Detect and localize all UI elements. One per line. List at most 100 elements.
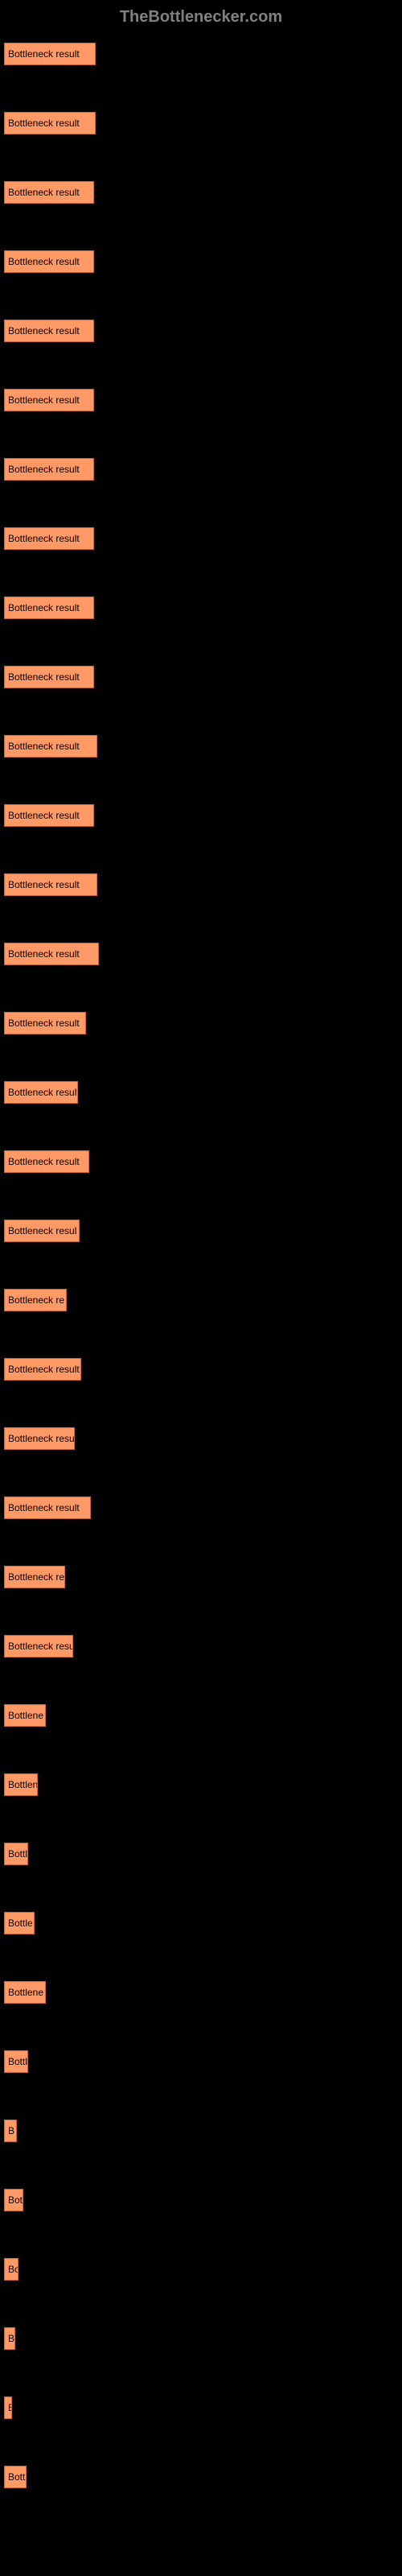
bar-row: Bottleneck result — [4, 804, 398, 827]
bar-row: Bottleneck result — [4, 1150, 398, 1173]
bar: Bottleneck resul — [4, 1220, 80, 1242]
bar-row: Bottleneck result — [4, 181, 398, 204]
bar: Bottlen — [4, 1773, 38, 1796]
bar-label: Bottleneck result — [8, 325, 80, 336]
bar-row: Bottleneck result — [4, 458, 398, 481]
bar-label: Bottleneck result — [8, 464, 80, 475]
bar: B — [4, 2327, 15, 2350]
bar-label: Bottleneck result — [8, 187, 80, 198]
bar-label: Bottleneck resul — [8, 1225, 76, 1236]
bar-label: Bottleneck result — [8, 1087, 78, 1098]
bar: Bottleneck resu — [4, 1635, 73, 1657]
bar-row: Bottleneck result — [4, 1358, 398, 1381]
bar: Bottleneck result — [4, 1496, 91, 1519]
bar-row: B — [4, 2327, 398, 2350]
bar-row: Bottleneck result — [4, 320, 398, 342]
bar: B — [4, 2396, 12, 2419]
bar: Bottleneck re — [4, 1566, 65, 1588]
bar: Bottleneck result — [4, 320, 94, 342]
bar-row: Bottleneck re — [4, 1566, 398, 1588]
bar-label: Bottleneck result — [8, 1364, 80, 1375]
bar: Bottleneck result — [4, 389, 94, 411]
bar-row: Bottle — [4, 1912, 398, 1934]
bar: Bottl — [4, 2050, 28, 2073]
bar-label: Bottleneck result — [8, 671, 80, 683]
bar-label: B — [8, 2125, 14, 2136]
bar-label: B — [8, 2333, 14, 2344]
bar: Bottlene — [4, 1704, 46, 1727]
bar-row: Bottleneck result — [4, 597, 398, 619]
site-header: TheBottlenecker.com — [0, 8, 402, 27]
bar-label: Bottleneck result — [8, 533, 80, 544]
bar-row: Bottleneck result — [4, 735, 398, 758]
bar-label: Bottleneck result — [8, 1018, 80, 1029]
bar-row: Bottleneck re — [4, 1289, 398, 1311]
bar-row: Bottlen — [4, 1773, 398, 1796]
bar-row: Bottlene — [4, 1981, 398, 2004]
bar-label: Bottleneck result — [8, 1502, 80, 1513]
bar-label: Bottlene — [8, 1710, 43, 1721]
bar-label: Bottleneck re — [8, 1571, 64, 1583]
bar: Bottleneck result — [4, 112, 96, 134]
bar-label: B — [8, 2402, 12, 2413]
bar-label: Bottl — [8, 1848, 27, 1860]
bar: Bottleneck result — [4, 1150, 89, 1173]
bar-chart: Bottleneck result Bottleneck result Bottle… — [0, 43, 402, 2488]
bar: Bottleneck result — [4, 735, 97, 758]
bar: Bottle — [4, 1912, 35, 1934]
bar-row: Bottleneck result — [4, 873, 398, 896]
bar-label: Bottleneck result — [8, 118, 80, 129]
bar-row: Bottleneck result — [4, 112, 398, 134]
bar-label: Bottlen — [8, 1779, 38, 1790]
bar: Bottleneck result — [4, 666, 94, 688]
bar-label: Bottlene — [8, 1987, 43, 1998]
bar: Bottleneck result — [4, 943, 99, 965]
bar-row: Bottleneck result — [4, 43, 398, 65]
bar-label: Bo — [8, 2264, 18, 2275]
bar-row: Bot — [4, 2189, 398, 2211]
bar: Bottleneck result — [4, 1012, 86, 1034]
bar-label: Bottleneck result — [8, 948, 80, 960]
bar-row: Bottlene — [4, 1704, 398, 1727]
bar-row: Bottleneck result — [4, 1081, 398, 1104]
bar: Bottleneck result — [4, 458, 94, 481]
bar: Bottleneck re — [4, 1289, 67, 1311]
bar-label: Bottle — [8, 1918, 33, 1929]
bar: Bottleneck result — [4, 804, 94, 827]
bar-row: Bottleneck resu — [4, 1427, 398, 1450]
bar: Bottleneck result — [4, 181, 94, 204]
bar-row: Bott — [4, 2466, 398, 2488]
bar-row: Bottleneck resul — [4, 1220, 398, 1242]
bar: Bottleneck result — [4, 873, 97, 896]
bar-label: Bottleneck result — [8, 879, 80, 890]
bar-row: Bottl — [4, 2050, 398, 2073]
bar-label: Bot — [8, 2194, 23, 2206]
bar-row: Bottleneck result — [4, 1012, 398, 1034]
bar-row: Bottleneck result — [4, 666, 398, 688]
bar: Bottleneck result — [4, 527, 94, 550]
bar: Bot — [4, 2189, 23, 2211]
bar: Bottleneck result — [4, 1081, 78, 1104]
bar: Bott — [4, 2466, 27, 2488]
bar-row: B — [4, 2396, 398, 2419]
bar: Bottleneck result — [4, 597, 94, 619]
bar-label: Bott — [8, 2471, 25, 2483]
bar-row: Bottleneck result — [4, 1496, 398, 1519]
bar-label: Bottleneck result — [8, 1156, 80, 1167]
bar-label: Bottleneck resu — [8, 1433, 75, 1444]
bar-row: Bo — [4, 2258, 398, 2281]
bar-label: Bottleneck result — [8, 810, 80, 821]
bar-label: Bottleneck result — [8, 256, 80, 267]
bar-label: Bottleneck result — [8, 48, 80, 60]
bar-label: Bottleneck result — [8, 602, 80, 613]
bar-row: B — [4, 2120, 398, 2142]
bar-label: Bottleneck result — [8, 394, 80, 406]
bar-label: Bottleneck resu — [8, 1641, 73, 1652]
bar-label: Bottleneck re — [8, 1294, 64, 1306]
bar: Bottleneck result — [4, 43, 96, 65]
bar: Bottleneck result — [4, 250, 94, 273]
bar: B — [4, 2120, 17, 2142]
bar-row: Bottleneck result — [4, 389, 398, 411]
bar-row: Bottleneck result — [4, 250, 398, 273]
bar: Bottlene — [4, 1981, 46, 2004]
